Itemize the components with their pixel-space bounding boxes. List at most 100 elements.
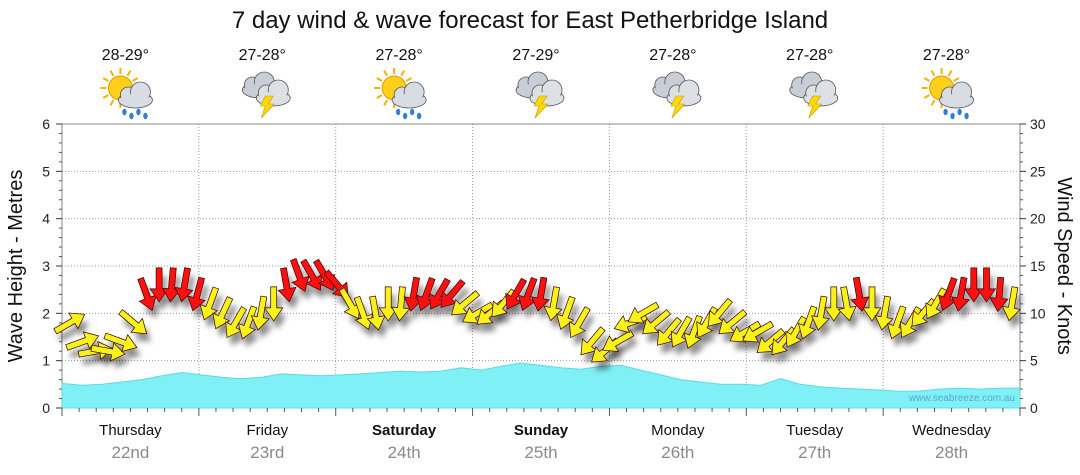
sun-ray	[109, 70, 115, 77]
wind-arrow	[118, 309, 148, 335]
left-axis-label: Wave Height - Metres	[5, 170, 27, 363]
temperature-label: 27-28°	[923, 47, 970, 64]
wind-arrow	[212, 296, 234, 330]
temperature-label: 27-28°	[375, 47, 422, 64]
wind-arrow	[366, 295, 386, 331]
sun-ray	[400, 70, 406, 77]
wind-arrow-shadow	[606, 338, 638, 360]
wind-arrow	[642, 309, 672, 335]
wind-arrow	[530, 276, 550, 312]
wind-arrow	[950, 276, 970, 312]
wind-arrow	[161, 267, 182, 303]
sun-ray	[383, 70, 389, 77]
sun-ray	[102, 94, 109, 99]
day-date-label: 27th	[798, 443, 831, 462]
wind-arrow	[718, 309, 748, 335]
wind-arrow	[187, 276, 206, 312]
wind-arrow-shadow	[646, 317, 675, 342]
left-axis: 0 1 2 3 4 5 6	[42, 116, 1021, 416]
sun-cloud-rain-icon	[374, 68, 427, 120]
wind-arrow	[237, 305, 258, 340]
wind-arrow	[353, 295, 374, 330]
wind-arrow	[925, 287, 948, 320]
right-tick-label: 10	[1030, 305, 1046, 321]
wind-arrow	[338, 287, 361, 320]
wind-series	[53, 258, 1021, 363]
rain-drop	[402, 112, 408, 120]
sun-ray	[930, 70, 936, 77]
wind-arrow	[137, 276, 157, 311]
storm-cloud-icon	[652, 71, 702, 119]
sun-ray	[126, 70, 132, 77]
wind-arrow	[742, 320, 775, 343]
wind-arrow	[874, 295, 894, 331]
right-axis: 0 5 10 15 20 25 30	[1020, 116, 1046, 416]
day-date-label: 25th	[524, 443, 557, 462]
wind-arrow	[729, 320, 762, 343]
rain-drop	[957, 108, 962, 116]
temperature-label: 27-28°	[786, 47, 833, 64]
wind-arrow	[797, 305, 818, 340]
sun-cloud-rain-icon	[921, 68, 974, 120]
day-name-label: Saturday	[372, 422, 437, 439]
sun-ray	[953, 77, 960, 82]
day-name-label: Monday	[651, 422, 705, 439]
wind-arrow	[517, 276, 538, 311]
storm-cloud-icon	[241, 71, 291, 119]
sun-ray	[405, 77, 412, 82]
wind-arrow	[462, 301, 495, 324]
wind-arrow	[90, 342, 126, 362]
wind-arrow	[505, 277, 528, 310]
wave-height-area	[61, 362, 1021, 409]
cloud-shape	[941, 94, 972, 106]
right-tick-label: 25	[1030, 163, 1046, 179]
day-date-label: 26th	[661, 443, 694, 462]
right-axis-label: Wind Speed - Knots	[1053, 177, 1075, 355]
wave-series	[61, 362, 1021, 409]
sun-ray	[930, 99, 936, 106]
temperature-label: 28-29°	[102, 47, 149, 64]
left-tick-label: 1	[42, 353, 50, 369]
wind-arrow	[65, 331, 100, 351]
day-date-label: 24th	[388, 443, 421, 462]
wind-arrow	[277, 267, 297, 303]
wind-arrow-shadow	[57, 321, 89, 342]
wind-arrow	[225, 306, 248, 339]
day-name-label: Thursday	[99, 422, 162, 439]
temperature-label: 27-28°	[239, 47, 286, 64]
lightning-bolt	[259, 95, 275, 119]
wind-arrow	[670, 315, 693, 348]
wind-arrow	[569, 306, 591, 339]
wind-arrow	[837, 286, 857, 322]
right-tick-label: 0	[1030, 400, 1038, 416]
day-name-label: Sunday	[514, 422, 569, 439]
rain-drop	[143, 112, 148, 120]
day-date-label: 28th	[935, 443, 968, 462]
wind-arrow	[707, 297, 733, 327]
grid-lines	[62, 124, 1020, 408]
wind-arrow	[785, 315, 808, 348]
wind-arrow	[976, 267, 997, 303]
wind-arrow	[290, 258, 310, 293]
weather-icons: 28-29° 27-28° 27-28° 27-29° 27-28° 27-28° 27-2…	[100, 47, 974, 120]
credit-text: www.seabreeze.com.au	[908, 393, 1015, 404]
left-tick-label: 3	[42, 258, 50, 274]
sun-ray	[923, 94, 930, 99]
wind-arrow	[556, 295, 576, 330]
wind-arrow	[1001, 286, 1021, 322]
temperature-label: 27-28°	[649, 47, 696, 64]
rain-drop	[943, 108, 948, 116]
wind-arrow	[199, 286, 220, 321]
wind-arrow	[989, 276, 1009, 312]
lightning-bolt	[807, 95, 823, 119]
wind-arrow	[391, 286, 411, 322]
storm-cloud-icon	[789, 71, 839, 119]
chart-title: 7 day wind & wave forecast for East Peth…	[232, 7, 828, 34]
temperature-label: 27-29°	[512, 47, 559, 64]
wind-arrow	[627, 301, 660, 324]
sun-cloud-rain-icon	[100, 68, 153, 120]
sun-ray	[376, 94, 383, 99]
sun-ray	[376, 77, 383, 82]
wind-arrow	[656, 316, 683, 346]
